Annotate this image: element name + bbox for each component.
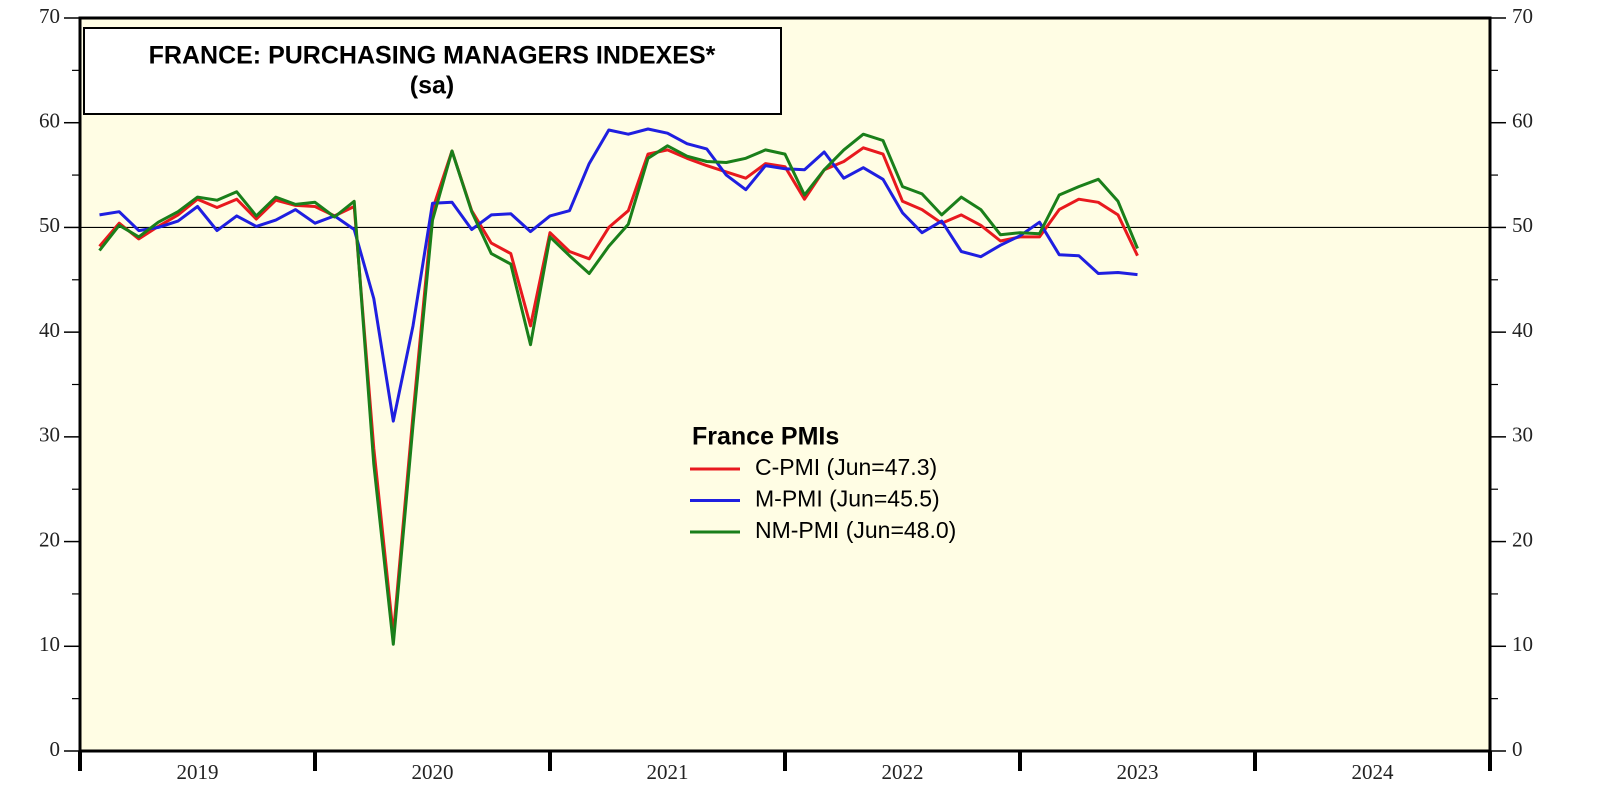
y2-tick-label: 50	[1512, 213, 1533, 237]
y2-tick-label: 30	[1512, 423, 1533, 447]
y2-tick-label: 60	[1512, 109, 1533, 133]
x-tick-label: 2021	[647, 760, 689, 784]
chart-title: FRANCE: PURCHASING MANAGERS INDEXES*	[149, 42, 716, 70]
x-tick-label: 2020	[412, 760, 454, 784]
x-tick-label: 2024	[1352, 760, 1395, 784]
chart-subtitle: (sa)	[410, 72, 454, 100]
legend-label: NM-PMI (Jun=48.0)	[755, 517, 956, 543]
legend: C-PMI (Jun=47.3) M-PMI (Jun=45.5) NM-PMI (…	[690, 454, 956, 543]
series-line	[98, 146, 1139, 637]
x-tick-label: 2022	[882, 760, 924, 784]
y-tick-label: 0	[50, 737, 61, 761]
y-tick-label: 20	[39, 527, 60, 551]
x-tick-label: 2023	[1117, 760, 1159, 784]
legend-label: C-PMI (Jun=47.3)	[755, 454, 937, 480]
lines-layer	[98, 127, 1139, 646]
y-tick-label: 50	[39, 213, 60, 237]
y2-tick-label: 40	[1512, 318, 1533, 342]
plot-background	[80, 18, 1490, 751]
y-tick-label: 60	[39, 109, 60, 133]
y-tick-label: 10	[39, 632, 60, 656]
y-tick-label: 30	[39, 423, 60, 447]
y2-tick-label: 70	[1512, 4, 1533, 28]
y2-tick-label: 0	[1512, 737, 1523, 761]
y2-tick-label: 20	[1512, 527, 1533, 551]
legend-title: France PMIs	[692, 423, 839, 451]
x-tick-label: 2019	[177, 760, 219, 784]
series-line	[99, 127, 1138, 423]
y-tick-label: 40	[39, 318, 60, 342]
y-tick-label: 70	[39, 4, 60, 28]
title-box	[83, 27, 782, 115]
y2-tick-label: 10	[1512, 632, 1533, 656]
series-line	[98, 132, 1139, 646]
legend-label: M-PMI (Jun=45.5)	[755, 486, 940, 512]
